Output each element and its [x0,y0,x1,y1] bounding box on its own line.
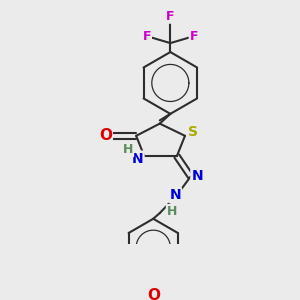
Text: N: N [132,152,144,166]
Text: F: F [142,30,151,43]
Text: H: H [123,143,133,156]
Text: S: S [188,125,198,139]
Text: N: N [191,169,203,184]
Text: F: F [166,10,175,23]
Text: N: N [169,188,181,202]
Text: F: F [190,30,198,43]
Text: O: O [147,288,160,300]
Text: H: H [167,205,177,218]
Text: O: O [99,128,112,143]
